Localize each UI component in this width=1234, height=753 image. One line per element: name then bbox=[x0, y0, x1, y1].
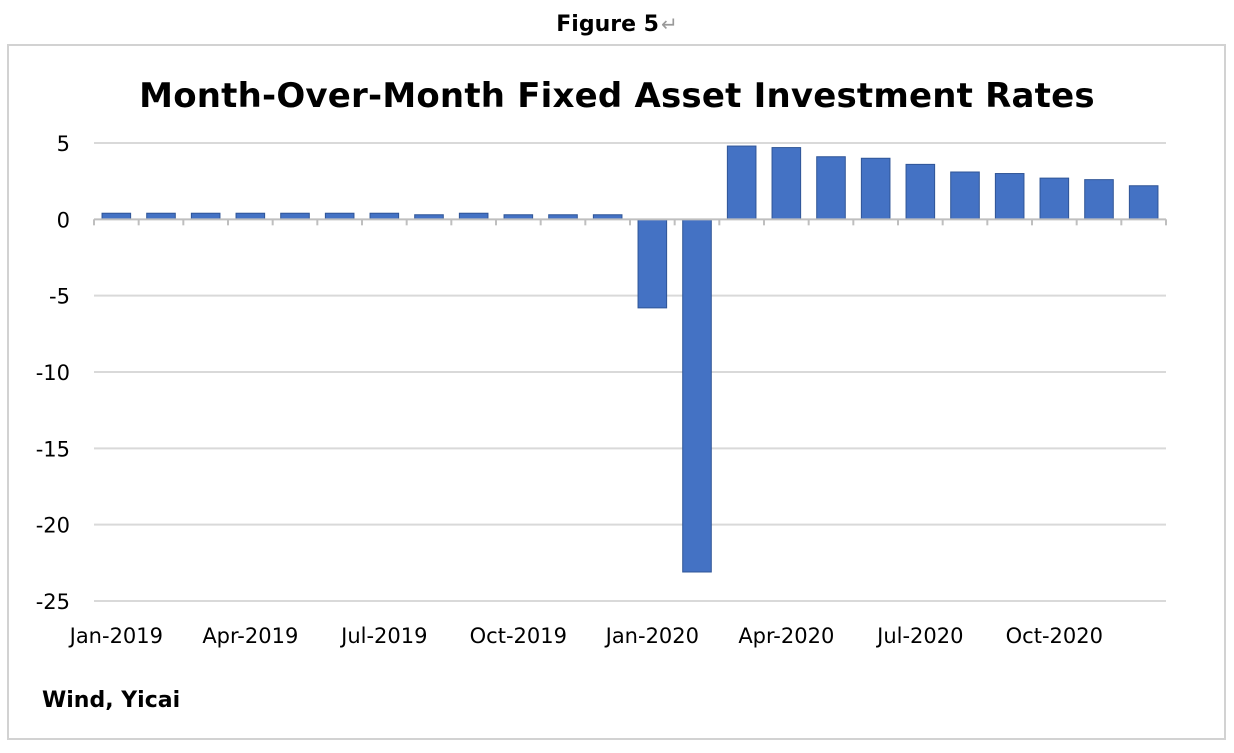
y-tick-label: -20 bbox=[36, 514, 70, 538]
x-tick-label: Oct-2019 bbox=[470, 624, 567, 648]
chart-title: Month-Over-Month Fixed Asset Investment … bbox=[139, 76, 1095, 116]
figure-label-text: Figure 5 bbox=[556, 12, 659, 37]
bar-feb-2020 bbox=[682, 218, 712, 573]
y-tick-label: -15 bbox=[36, 437, 70, 461]
x-tick-label: Apr-2020 bbox=[738, 624, 834, 648]
y-tick-label: 5 bbox=[57, 132, 70, 156]
bar-jun-2020 bbox=[860, 157, 891, 220]
y-tick-label: -5 bbox=[49, 285, 70, 309]
x-tick-label: Jul-2020 bbox=[875, 624, 963, 648]
bar-oct-2020 bbox=[1039, 177, 1070, 220]
y-tick-label: -10 bbox=[36, 361, 70, 385]
x-tick-label: Oct-2020 bbox=[1006, 624, 1103, 648]
bar-apr-2020 bbox=[771, 147, 802, 220]
x-tick-label: Jul-2019 bbox=[339, 624, 427, 648]
y-tick-label: 0 bbox=[57, 208, 70, 232]
x-tick-label: Apr-2019 bbox=[202, 624, 298, 648]
x-tick-label: Jan-2020 bbox=[604, 624, 699, 648]
bar-jul-2020 bbox=[905, 163, 936, 220]
bar-aug-2020 bbox=[950, 171, 980, 220]
chart-frame bbox=[7, 44, 1226, 740]
x-tick-label: Jan-2019 bbox=[68, 624, 163, 648]
source-note: Wind, Yicai bbox=[42, 688, 181, 713]
bar-nov-2020 bbox=[1084, 179, 1114, 220]
return-mark-icon: ↵ bbox=[660, 12, 678, 36]
bar-may-2020 bbox=[816, 156, 846, 220]
bar-dec-2020 bbox=[1128, 185, 1159, 220]
y-tick-label: -25 bbox=[36, 590, 70, 614]
figure-label: Figure 5 ↵ bbox=[0, 12, 1234, 37]
bar-jan-2020 bbox=[637, 218, 668, 309]
bar-sep-2020 bbox=[994, 173, 1025, 220]
bar-mar-2020 bbox=[726, 145, 757, 220]
